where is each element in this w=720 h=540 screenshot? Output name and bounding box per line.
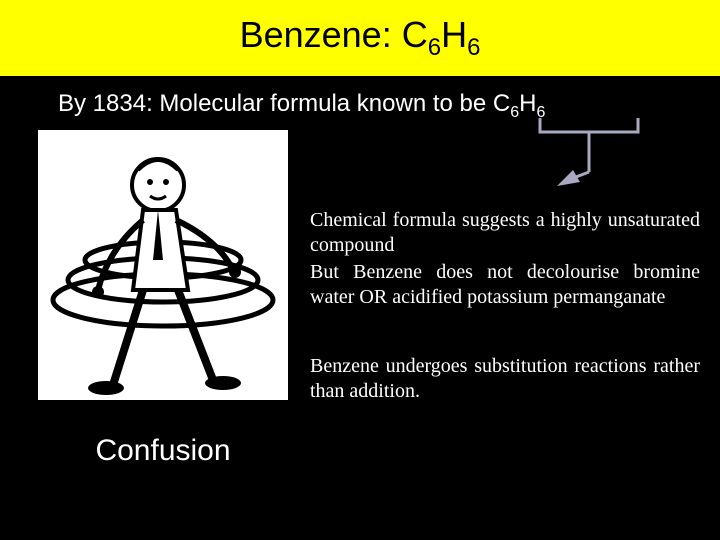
body-p2: But Benzene does not decolourise bromine… xyxy=(310,260,700,310)
title-sub1: 6 xyxy=(428,34,441,61)
body-text: Chemical formula suggests a highly unsat… xyxy=(310,208,700,310)
slide-title: Benzene: C6H6 xyxy=(0,0,720,76)
title-mid: H xyxy=(441,14,467,55)
confused-man-illustration xyxy=(38,130,288,400)
left-column: Confusion xyxy=(28,130,298,468)
subtitle-sub1: 6 xyxy=(510,104,519,121)
callout-arrow-icon xyxy=(520,112,660,192)
title-prefix: Benzene: C xyxy=(240,14,428,55)
title-sub2: 6 xyxy=(467,34,480,61)
body-p1: Chemical formula suggests a highly unsat… xyxy=(310,208,700,258)
content-area: Confusion Chemical formula suggests a hi… xyxy=(0,130,720,468)
right-column: Chemical formula suggests a highly unsat… xyxy=(310,130,700,468)
subtitle-prefix: By 1834: Molecular formula known to be C xyxy=(58,90,510,117)
confusion-label: Confusion xyxy=(95,434,230,468)
footer-text: Benzene undergoes substitution reactions… xyxy=(310,354,700,404)
